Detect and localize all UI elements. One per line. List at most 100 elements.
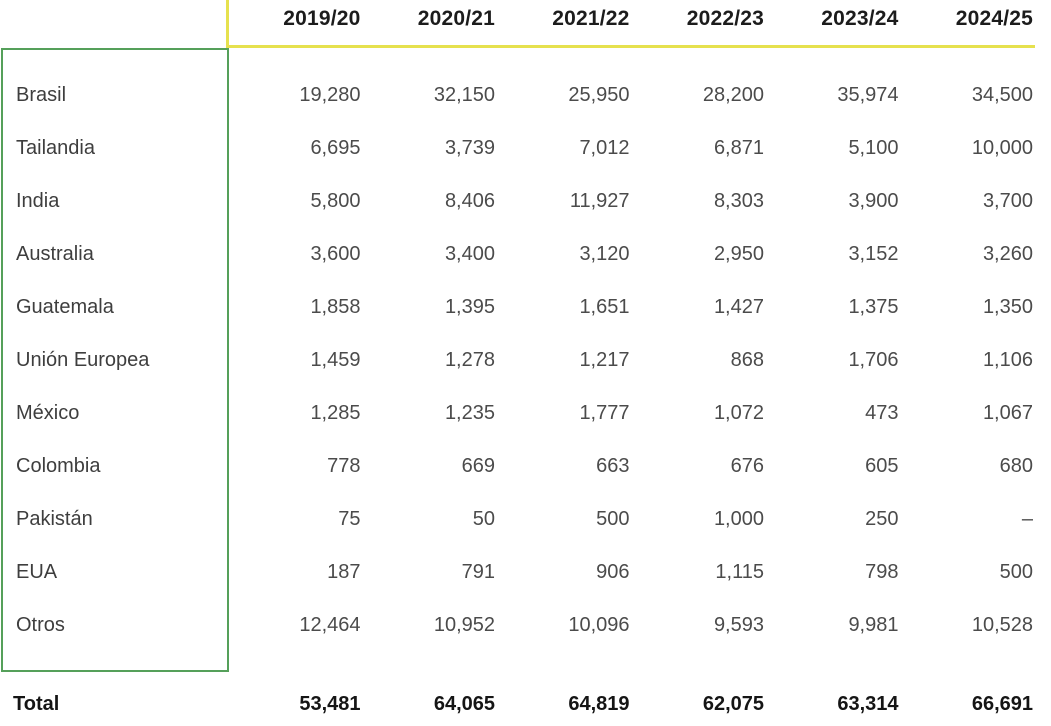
table-cell: 250 bbox=[865, 508, 899, 530]
table-row: México 1,285 1,235 1,777 1,072 473 1,067 bbox=[0, 387, 1035, 440]
column-header: 2021/22 bbox=[552, 7, 630, 30]
row-label: EUA bbox=[16, 561, 58, 583]
table-cell: 3,120 bbox=[579, 243, 630, 265]
total-row: Total 53,481 64,065 64,819 62,075 63,314… bbox=[0, 678, 1035, 726]
table-cell: 34,500 bbox=[971, 84, 1033, 106]
table-cell: 3,152 bbox=[848, 243, 899, 265]
row-label: Tailandia bbox=[16, 137, 95, 159]
row-label: Brasil bbox=[16, 84, 67, 106]
table-cell: 473 bbox=[865, 402, 899, 424]
table-cell: 1,350 bbox=[982, 296, 1033, 318]
table-row: Colombia 778 669 663 676 605 680 bbox=[0, 440, 1035, 493]
total-cell: 63,314 bbox=[837, 693, 899, 715]
table-cell: 9,981 bbox=[848, 614, 899, 636]
row-label: Pakistán bbox=[16, 508, 93, 530]
table-cell: 680 bbox=[999, 455, 1033, 477]
row-label: Australia bbox=[16, 243, 94, 265]
table-cell: 1,459 bbox=[310, 349, 361, 371]
total-cell: 64,819 bbox=[568, 693, 630, 715]
header-row: 2019/20 2020/21 2021/22 2022/23 2023/24 … bbox=[0, 0, 1035, 53]
table-cell: 1,217 bbox=[579, 349, 630, 371]
table-cell: 669 bbox=[461, 455, 495, 477]
table-cell: 1,651 bbox=[579, 296, 630, 318]
table-cell: 798 bbox=[865, 561, 899, 583]
table-cell: 6,695 bbox=[310, 137, 361, 159]
table-cell: – bbox=[1021, 508, 1033, 530]
table-cell: 1,395 bbox=[444, 296, 495, 318]
table-cell: 8,406 bbox=[444, 190, 495, 212]
table-cell: 8,303 bbox=[713, 190, 764, 212]
table-cell: 5,800 bbox=[310, 190, 361, 212]
table-cell: 9,593 bbox=[713, 614, 764, 636]
header-underline-rule bbox=[226, 45, 1035, 48]
table-cell: 7,012 bbox=[579, 137, 630, 159]
table-cell: 3,739 bbox=[444, 137, 495, 159]
row-label: India bbox=[16, 190, 60, 212]
table-cell: 1,235 bbox=[444, 402, 495, 424]
table-cell: 10,000 bbox=[971, 137, 1033, 159]
table-cell: 1,072 bbox=[713, 402, 764, 424]
total-cell: 64,065 bbox=[433, 693, 495, 715]
table-cell: 1,067 bbox=[982, 402, 1033, 424]
table-cell: 35,974 bbox=[837, 84, 899, 106]
table-cell: 3,900 bbox=[848, 190, 899, 212]
table-cell: 1,375 bbox=[848, 296, 899, 318]
table-cell: 1,278 bbox=[444, 349, 495, 371]
table-row: Otros 12,464 10,952 10,096 9,593 9,981 1… bbox=[0, 599, 1035, 652]
table-cell: 3,600 bbox=[310, 243, 361, 265]
header-divider-vertical-rule bbox=[226, 0, 229, 48]
table-row: Guatemala 1,858 1,395 1,651 1,427 1,375 … bbox=[0, 281, 1035, 334]
table-cell: 187 bbox=[327, 561, 361, 583]
table-cell: 1,115 bbox=[715, 561, 764, 583]
table-cell: 906 bbox=[596, 561, 630, 583]
table-cell: 3,700 bbox=[982, 190, 1033, 212]
total-label: Total bbox=[13, 693, 60, 715]
table-cell: 1,106 bbox=[982, 349, 1033, 371]
table-cell: 1,777 bbox=[579, 402, 630, 424]
table-cell: 25,950 bbox=[568, 84, 630, 106]
total-cell: 53,481 bbox=[299, 693, 361, 715]
table-cell: 28,200 bbox=[702, 84, 764, 106]
column-header: 2022/23 bbox=[686, 7, 764, 30]
column-header: 2019/20 bbox=[283, 7, 361, 30]
table-cell: 1,285 bbox=[310, 402, 361, 424]
table-cell: 19,280 bbox=[299, 84, 361, 106]
column-header: 2020/21 bbox=[417, 7, 495, 30]
table-row: Brasil 19,280 32,150 25,950 28,200 35,97… bbox=[0, 69, 1035, 122]
row-label: Guatemala bbox=[16, 296, 114, 318]
table-row: Unión Europea 1,459 1,278 1,217 868 1,70… bbox=[0, 334, 1035, 387]
table-cell: 32,150 bbox=[433, 84, 495, 106]
table-cell: 1,427 bbox=[713, 296, 764, 318]
table-cell: 75 bbox=[338, 508, 361, 530]
table-cell: 1,858 bbox=[310, 296, 361, 318]
table-cell: 500 bbox=[596, 508, 630, 530]
table-cell: 1,000 bbox=[713, 508, 764, 530]
row-label: Otros bbox=[16, 614, 65, 636]
total-cell: 66,691 bbox=[971, 693, 1033, 715]
table-cell: 663 bbox=[596, 455, 630, 477]
table-row: Tailandia 6,695 3,739 7,012 6,871 5,100 … bbox=[0, 122, 1035, 175]
table-cell: 5,100 bbox=[848, 137, 899, 159]
table-cell: 778 bbox=[327, 455, 361, 477]
column-header: 2023/24 bbox=[821, 7, 899, 30]
table-cell: 11,927 bbox=[569, 190, 630, 212]
table-row: India 5,800 8,406 11,927 8,303 3,900 3,7… bbox=[0, 175, 1035, 228]
table-cell: 791 bbox=[461, 561, 495, 583]
table-cell: 50 bbox=[472, 508, 495, 530]
table-cell: 868 bbox=[730, 349, 764, 371]
country-column-outline bbox=[1, 48, 229, 672]
table-cell: 1,706 bbox=[848, 349, 899, 371]
row-label: Colombia bbox=[16, 455, 101, 477]
table-cell: 10,096 bbox=[568, 614, 630, 636]
table-cell: 500 bbox=[999, 561, 1033, 583]
row-label: Unión Europea bbox=[16, 349, 150, 371]
table-row: Pakistán 75 50 500 1,000 250 – bbox=[0, 493, 1035, 546]
table-row: EUA 187 791 906 1,115 798 500 bbox=[0, 546, 1035, 599]
table-row: Australia 3,600 3,400 3,120 2,950 3,152 … bbox=[0, 228, 1035, 281]
table-cell: 3,260 bbox=[982, 243, 1033, 265]
table-cell: 12,464 bbox=[299, 614, 361, 636]
column-header: 2024/25 bbox=[955, 7, 1033, 30]
table-cell: 3,400 bbox=[444, 243, 495, 265]
table-cell: 10,952 bbox=[433, 614, 495, 636]
